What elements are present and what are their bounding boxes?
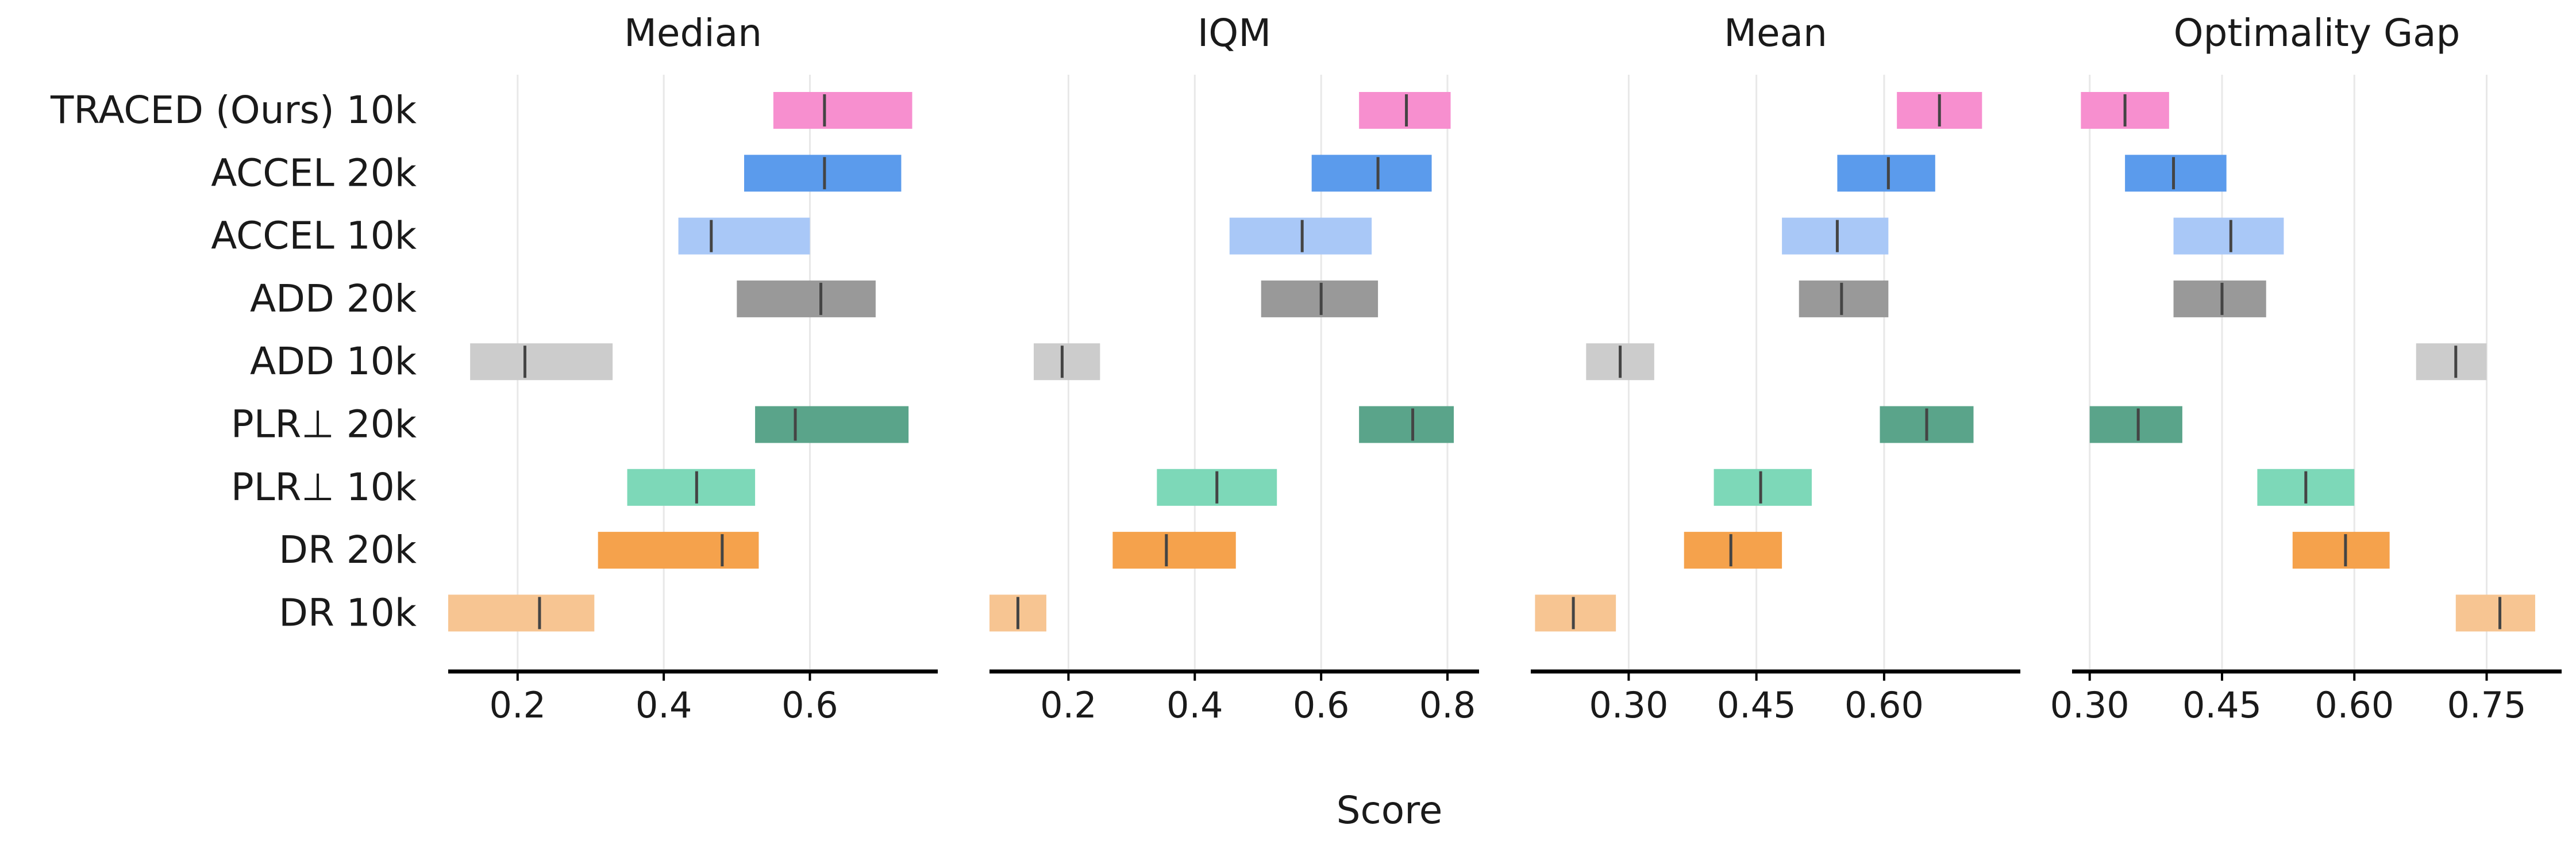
- interval-bar: [1837, 155, 1935, 192]
- interval-bar: [744, 155, 902, 192]
- method-label: DR 20k: [279, 528, 417, 572]
- interval-bar: [2173, 280, 2266, 317]
- x-tick-label: 0.4: [636, 684, 692, 726]
- interval-bar: [773, 92, 912, 129]
- interval-bar: [2416, 343, 2487, 381]
- panel-title: Optimality Gap: [2174, 11, 2461, 55]
- interval-bar: [627, 469, 756, 506]
- method-labels: TRACED (Ours) 10k ACCEL 20k ACCEL 10k ADD 2…: [50, 88, 417, 635]
- interval-bar: [737, 280, 876, 317]
- x-axis-label: Score: [1337, 788, 1443, 832]
- interval-bar: [1782, 217, 1889, 255]
- interval-bar: [1261, 280, 1379, 317]
- method-label: DR 10k: [279, 590, 417, 635]
- method-label: ADD 20k: [250, 277, 417, 321]
- panel-optimality-gap: Optimality Gap 0.30 0.45 0.60 0.75: [2050, 11, 2562, 726]
- method-label: TRACED (Ours) 10k: [50, 88, 417, 132]
- method-label: PLR⊥ 10k: [231, 465, 417, 509]
- x-tick-label: 0.30: [2050, 684, 2130, 726]
- x-tick-label: 0.8: [1419, 684, 1476, 726]
- panel-median: Median 0.2 0.4 0.6: [448, 11, 938, 726]
- x-tick-label: 0.2: [1040, 684, 1097, 726]
- x-tick-label: 0.6: [781, 684, 838, 726]
- interval-bar: [2292, 532, 2390, 569]
- x-tick-label: 0.6: [1293, 684, 1350, 726]
- method-label: ADD 10k: [250, 339, 417, 383]
- x-tick-label: 0.4: [1166, 684, 1223, 726]
- interval-bar: [755, 406, 909, 443]
- interval-bar: [1535, 594, 1616, 632]
- interval-bar: [2125, 155, 2227, 192]
- interval-bar: [1311, 155, 1432, 192]
- interval-bar: [1359, 406, 1454, 443]
- method-label: ACCEL 10k: [211, 214, 417, 258]
- interval-bar: [448, 594, 595, 632]
- interval-bar: [1359, 92, 1451, 129]
- x-tick-label: 0.30: [1589, 684, 1668, 726]
- interval-bar: [2173, 217, 2284, 255]
- interval-bar: [598, 532, 759, 569]
- x-tick-label: 0.60: [1845, 684, 1924, 726]
- x-tick-label: 0.45: [2182, 684, 2262, 726]
- interval-bar: [1684, 532, 1782, 569]
- interval-bar: [470, 343, 613, 381]
- x-tick-label: 0.60: [2315, 684, 2394, 726]
- interval-bar: [2089, 406, 2182, 443]
- interval-bar: [678, 217, 810, 255]
- panel-mean: Mean 0.30 0.45 0.60: [1531, 11, 2020, 726]
- interval-bar: [1229, 217, 1372, 255]
- method-label: PLR⊥ 20k: [231, 402, 417, 447]
- panel-iqm: IQM 0.2 0.4 0.6 0.8: [989, 11, 1479, 726]
- x-tick-label: 0.2: [490, 684, 546, 726]
- panel-title: Mean: [1724, 11, 1827, 55]
- x-tick-label: 0.45: [1717, 684, 1796, 726]
- interval-bar: [1799, 280, 1889, 317]
- interval-bar: [1714, 469, 1812, 506]
- panel-title: Median: [624, 11, 762, 55]
- panels: Median 0.2 0.4 0.6 IQM 0.2 0.4 0.6 0.8 Mean 0.30 0.…: [448, 11, 2562, 726]
- interval-bar: [2455, 594, 2535, 632]
- panel-title: IQM: [1197, 11, 1271, 55]
- interval-bar: [1033, 343, 1100, 381]
- interval-bar: [1112, 532, 1236, 569]
- x-tick-label: 0.75: [2447, 684, 2526, 726]
- method-label: ACCEL 20k: [211, 151, 417, 195]
